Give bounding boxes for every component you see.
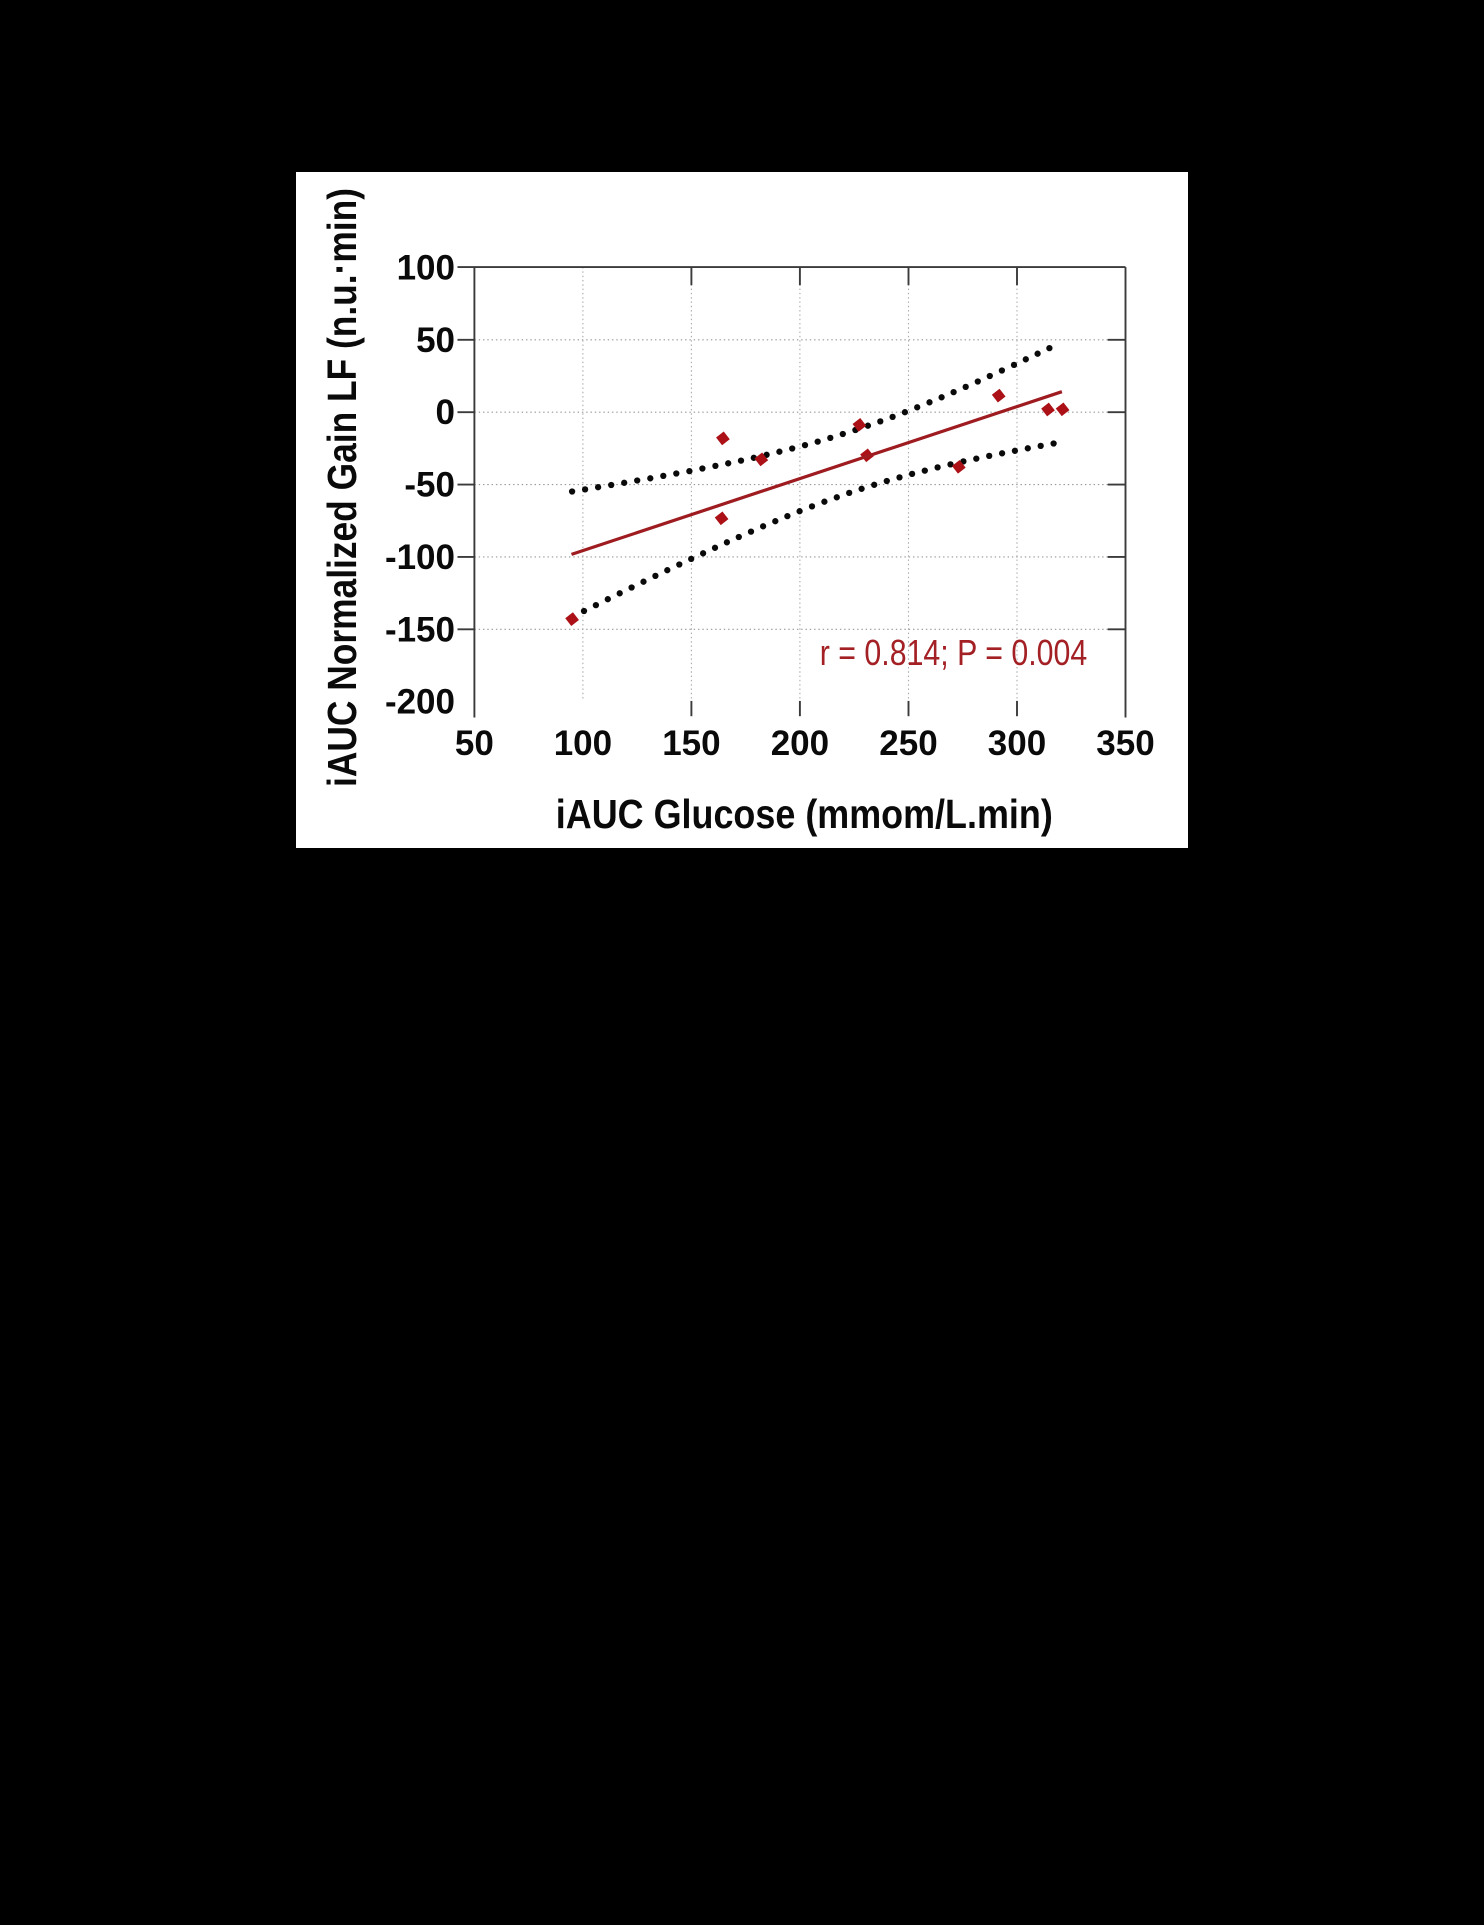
svg-text:100: 100 bbox=[397, 249, 455, 288]
svg-text:iAUC Normalized Gain LF (n.u.·: iAUC Normalized Gain LF (n.u.·min) bbox=[316, 188, 365, 787]
svg-text:150: 150 bbox=[662, 724, 720, 763]
svg-text:50: 50 bbox=[416, 321, 455, 360]
svg-text:200: 200 bbox=[771, 724, 829, 763]
svg-text:50: 50 bbox=[455, 724, 494, 763]
svg-text:350: 350 bbox=[1096, 724, 1154, 763]
svg-text:-150: -150 bbox=[385, 610, 455, 649]
svg-text:0: 0 bbox=[436, 393, 455, 432]
svg-text:iAUC Glucose (mmom/L.min): iAUC Glucose (mmom/L.min) bbox=[556, 791, 1053, 837]
svg-text:-100: -100 bbox=[385, 538, 455, 577]
svg-text:250: 250 bbox=[879, 724, 937, 763]
svg-text:300: 300 bbox=[988, 724, 1046, 763]
svg-text:100: 100 bbox=[554, 724, 612, 763]
svg-text:-50: -50 bbox=[404, 466, 455, 505]
svg-text:r = 0.814; P = 0.004: r = 0.814; P = 0.004 bbox=[820, 632, 1087, 673]
svg-text:-200: -200 bbox=[385, 683, 455, 722]
